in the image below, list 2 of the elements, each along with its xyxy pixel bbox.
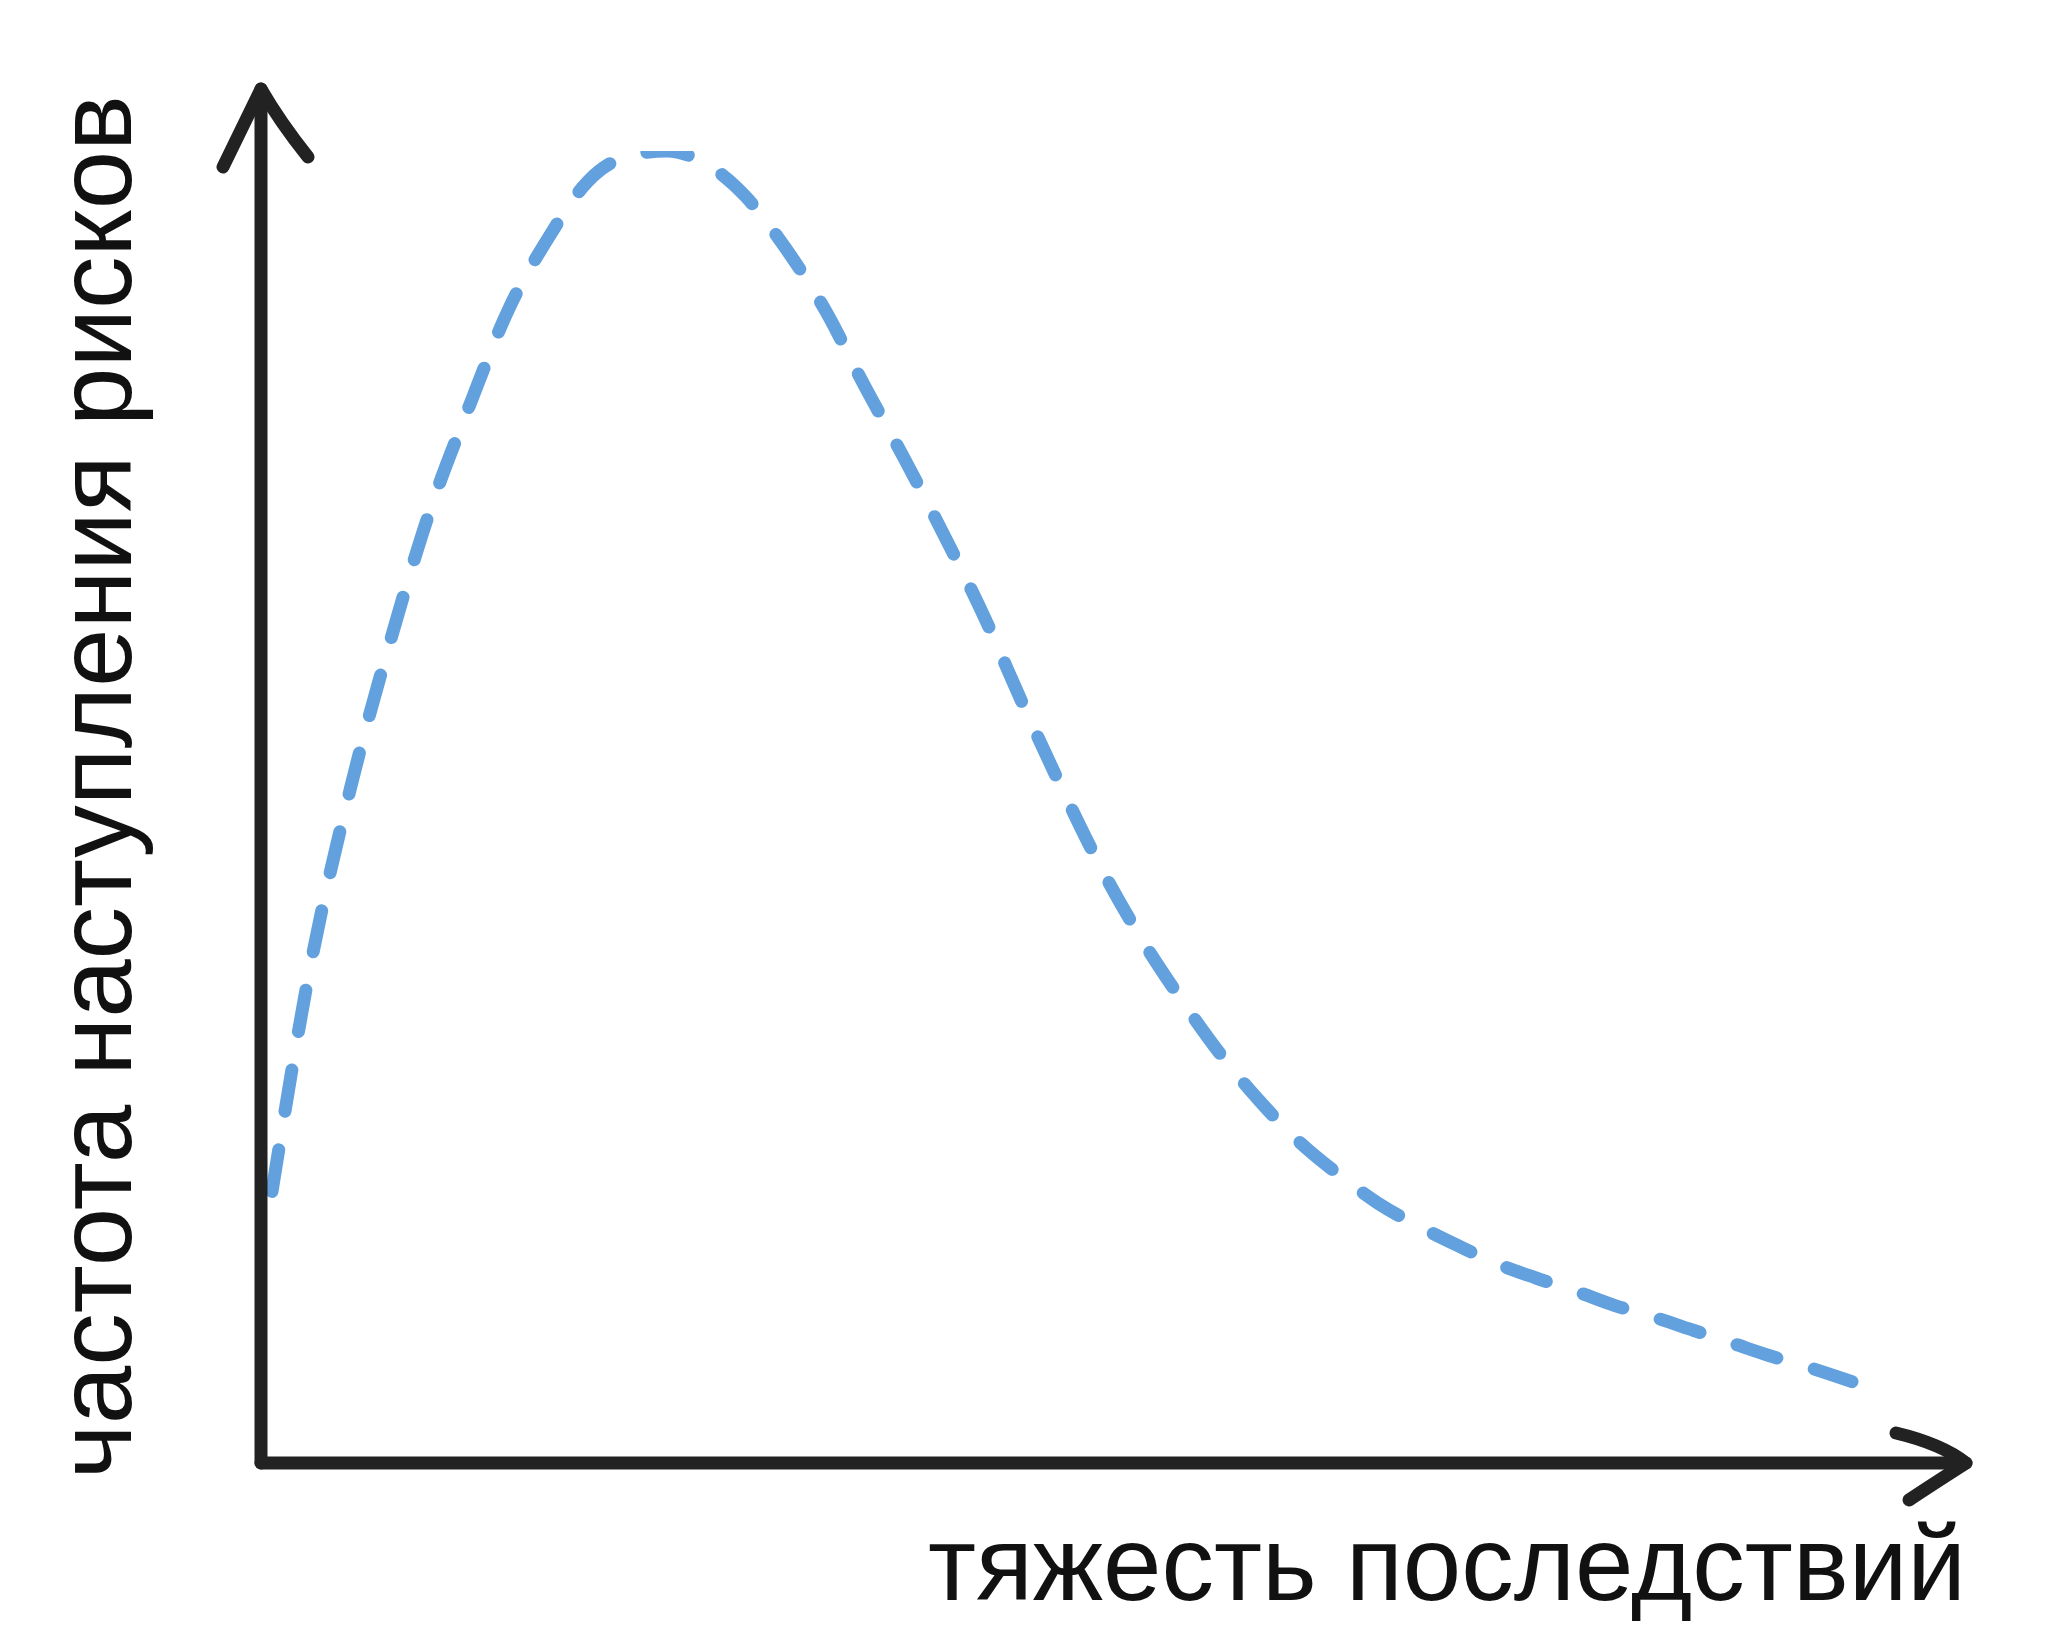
y-axis-title: частота наступления рисков	[36, 95, 153, 1479]
x-axis-title: тяжесть последствий	[927, 1505, 1966, 1622]
